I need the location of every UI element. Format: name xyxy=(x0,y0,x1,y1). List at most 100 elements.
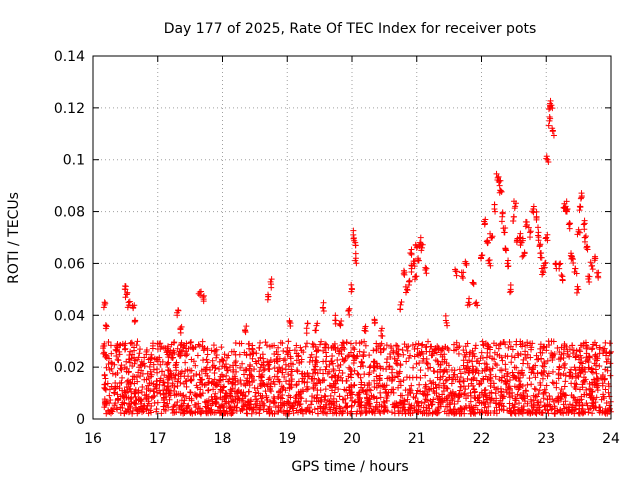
data-point xyxy=(377,389,384,396)
data-point xyxy=(234,395,241,402)
data-point xyxy=(587,259,594,266)
data-point xyxy=(124,291,131,298)
data-point xyxy=(237,407,244,414)
data-point xyxy=(107,397,114,404)
data-point xyxy=(319,408,326,415)
data-point xyxy=(268,284,275,291)
data-point xyxy=(201,382,208,389)
data-point xyxy=(213,381,220,388)
data-point xyxy=(549,353,556,360)
data-point xyxy=(353,260,360,267)
data-point xyxy=(500,225,507,232)
data-point xyxy=(306,407,313,414)
data-point xyxy=(524,339,531,346)
data-point xyxy=(187,339,194,346)
data-point xyxy=(221,392,228,399)
data-point xyxy=(541,360,548,367)
data-point xyxy=(205,397,212,404)
data-point xyxy=(589,262,596,269)
data-point xyxy=(334,362,341,369)
data-point xyxy=(204,404,211,411)
data-point xyxy=(145,410,152,417)
data-point xyxy=(504,378,511,385)
data-point xyxy=(354,352,361,359)
data-point xyxy=(101,404,108,411)
data-point xyxy=(486,394,493,401)
data-point xyxy=(158,410,165,417)
data-point xyxy=(540,367,547,374)
y-tick-label: 0.04 xyxy=(54,308,85,324)
data-point xyxy=(591,379,598,386)
data-point xyxy=(519,253,526,260)
data-point xyxy=(417,388,424,395)
data-point xyxy=(162,402,169,409)
data-point xyxy=(434,369,441,376)
data-point xyxy=(573,353,580,360)
data-point xyxy=(288,378,295,385)
data-point xyxy=(171,339,178,346)
data-point xyxy=(521,395,528,402)
y-tick-label: 0.14 xyxy=(54,49,85,65)
data-point xyxy=(528,381,535,388)
data-point xyxy=(442,312,449,319)
data-point xyxy=(408,268,415,275)
data-point xyxy=(246,388,253,395)
data-point xyxy=(211,376,218,383)
data-point xyxy=(177,379,184,386)
data-point xyxy=(273,348,280,355)
data-point xyxy=(378,340,385,347)
data-point xyxy=(143,396,150,403)
data-point xyxy=(541,386,548,393)
data-point xyxy=(535,398,542,405)
data-point xyxy=(484,237,491,244)
data-point xyxy=(472,395,479,402)
data-point xyxy=(573,270,580,277)
data-point xyxy=(576,207,583,214)
data-point xyxy=(556,356,563,363)
data-point xyxy=(262,339,269,346)
data-point xyxy=(564,348,571,355)
data-point xyxy=(360,353,367,360)
data-point xyxy=(298,370,305,377)
data-point xyxy=(361,382,368,389)
data-point xyxy=(243,352,250,359)
data-point xyxy=(532,374,539,381)
data-point xyxy=(328,384,335,391)
data-point xyxy=(112,371,119,378)
data-point xyxy=(246,401,253,408)
data-point xyxy=(362,323,369,330)
data-point xyxy=(534,356,541,363)
data-point xyxy=(476,392,483,399)
data-point xyxy=(102,351,109,358)
data-point xyxy=(272,404,279,411)
data-point xyxy=(586,354,593,361)
data-point xyxy=(171,402,178,409)
data-point xyxy=(576,386,583,393)
data-point xyxy=(524,381,531,388)
data-point xyxy=(263,394,270,401)
data-point xyxy=(313,380,320,387)
data-point xyxy=(542,259,549,266)
data-point xyxy=(259,392,266,399)
data-point xyxy=(125,394,132,401)
data-point xyxy=(520,360,527,367)
data-point xyxy=(197,409,204,416)
data-point xyxy=(548,406,555,413)
data-point xyxy=(258,373,265,380)
data-point xyxy=(260,406,267,413)
x-tick-label: 22 xyxy=(473,431,491,447)
data-point xyxy=(209,363,216,370)
data-point xyxy=(493,404,500,411)
data-point xyxy=(401,341,408,348)
data-point xyxy=(483,354,490,361)
data-point xyxy=(497,385,504,392)
data-point xyxy=(143,385,150,392)
data-point xyxy=(369,408,376,415)
data-point xyxy=(112,346,119,353)
data-point xyxy=(246,345,253,352)
data-point xyxy=(267,278,274,285)
data-point xyxy=(383,382,390,389)
data-point xyxy=(492,399,499,406)
data-point xyxy=(557,372,564,379)
data-point xyxy=(293,407,300,414)
